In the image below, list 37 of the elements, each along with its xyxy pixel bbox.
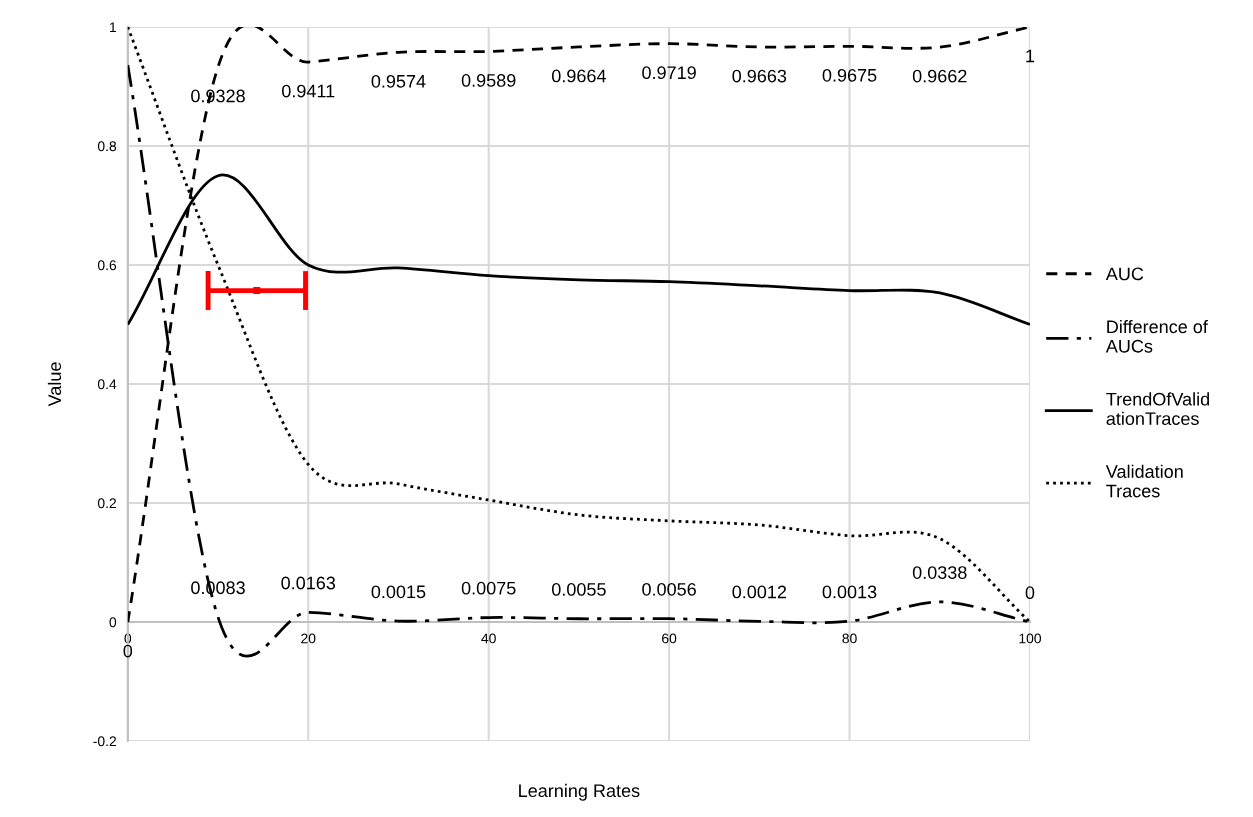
data-label: 0.9411: [282, 84, 335, 98]
data-label: 0.9663: [732, 69, 787, 83]
data-label: 0.9664: [551, 69, 606, 83]
y-tick-label: 1: [110, 22, 117, 32]
y-axis-title: Value: [47, 362, 62, 407]
x-tick-label: 40: [481, 633, 496, 644]
data-label: 0.0338: [912, 566, 967, 579]
data-label: 0.0075: [461, 581, 516, 595]
x-tick-label: 60: [662, 633, 677, 644]
x-axis-title: Learning Rates: [519, 783, 640, 801]
data-label: 0.0055: [551, 583, 606, 596]
data-label: 0: [123, 644, 133, 658]
y-tick-label: -0.2: [93, 736, 116, 747]
x-tick-label: 20: [301, 633, 316, 644]
data-label: 0.9719: [642, 66, 696, 80]
data-label: 0.0163: [281, 576, 336, 590]
data-label: 0.0012: [732, 585, 787, 599]
legend-label: AUC: [1105, 267, 1144, 281]
legend-label: Difference of AUCs: [1105, 319, 1208, 353]
legend-label: Validation Traces: [1105, 464, 1183, 498]
data-label: 0: [1025, 586, 1035, 600]
legend-label: TrendOfValidationTraces: [1106, 392, 1209, 426]
data-label: 0.9662: [912, 69, 967, 83]
y-tick-label: 0.6: [97, 260, 117, 271]
y-tick-label: 0.2: [97, 498, 116, 509]
y-tick-label: 0.8: [97, 141, 117, 152]
x-tick-label: 100: [1019, 633, 1042, 644]
y-tick-label: 0: [109, 617, 117, 628]
data-label: 0.9574: [371, 74, 426, 88]
data-label: 0.0056: [642, 582, 696, 596]
data-label: 0.0013: [822, 585, 877, 599]
x-tick-label: 80: [842, 633, 857, 644]
data-label: 1: [1026, 49, 1035, 63]
data-label: 0.9675: [822, 68, 877, 82]
y-tick-label: 0.4: [97, 379, 117, 390]
data-label: 0.0015: [371, 585, 426, 599]
data-label: 0.9589: [461, 74, 516, 87]
